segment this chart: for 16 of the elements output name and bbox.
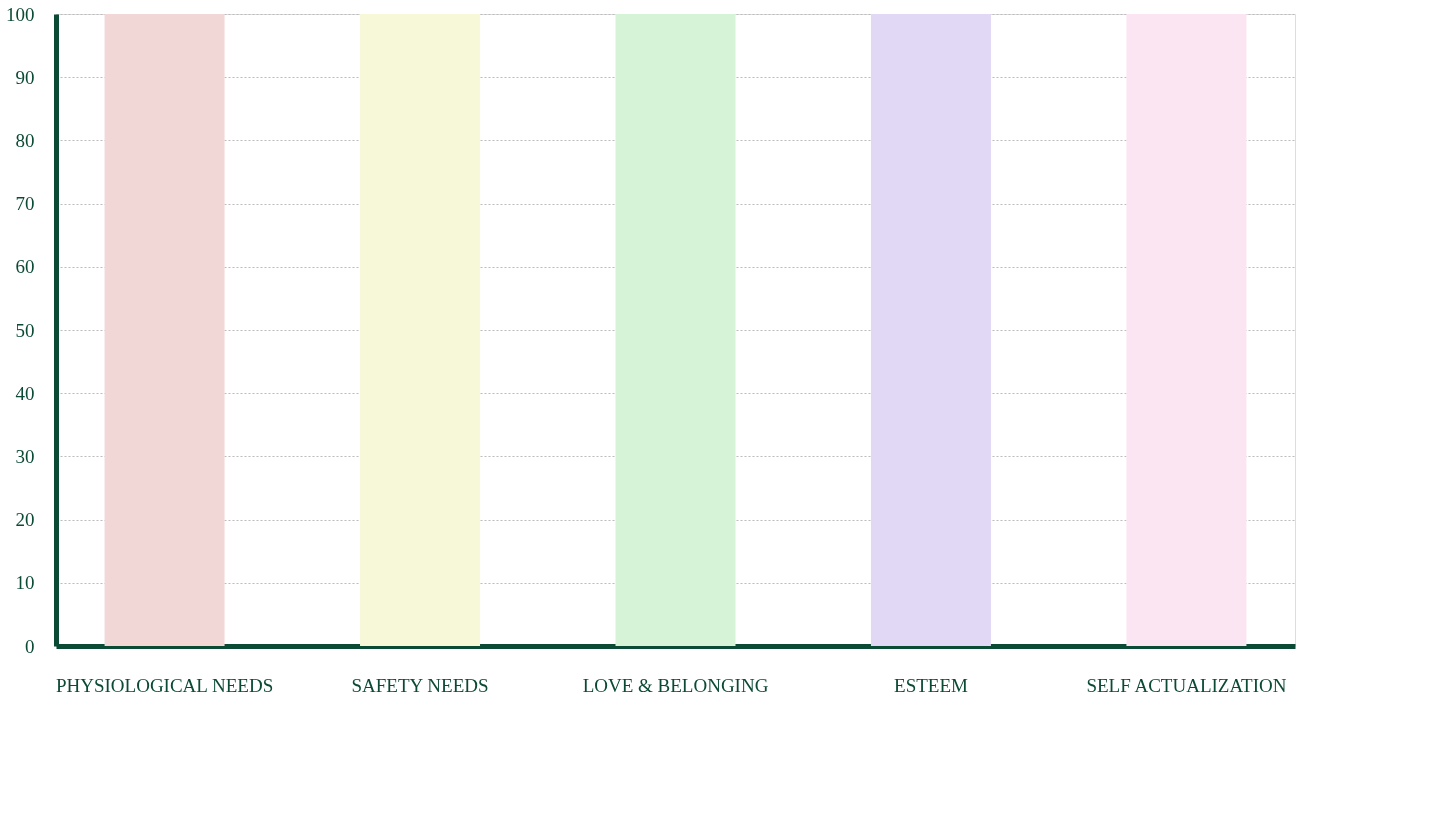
y-tick-label: 60 — [15, 256, 35, 278]
y-tick-label: 100 — [6, 3, 35, 25]
y-tick-label: 40 — [15, 382, 35, 404]
y-tick-label: 30 — [15, 445, 35, 467]
x-tick-label: LOVE & BELONGING — [582, 674, 769, 696]
y-tick-label: 90 — [15, 66, 35, 88]
x-tick-label: SAFETY NEEDS — [351, 674, 489, 696]
x-tick-label: PHYSIOLOGICAL NEEDS — [55, 674, 274, 696]
x-tick-label: ESTEEM — [894, 674, 969, 696]
y-tick-label: 10 — [15, 572, 35, 594]
y-tick-label: 70 — [15, 193, 35, 215]
y-tick-label: 20 — [15, 509, 35, 531]
y-tick-label: 0 — [25, 635, 35, 657]
y-tick-label: 50 — [15, 319, 35, 341]
x-tick-label: SELF ACTUALIZATION — [1086, 674, 1287, 696]
y-tick-label: 80 — [15, 129, 35, 151]
